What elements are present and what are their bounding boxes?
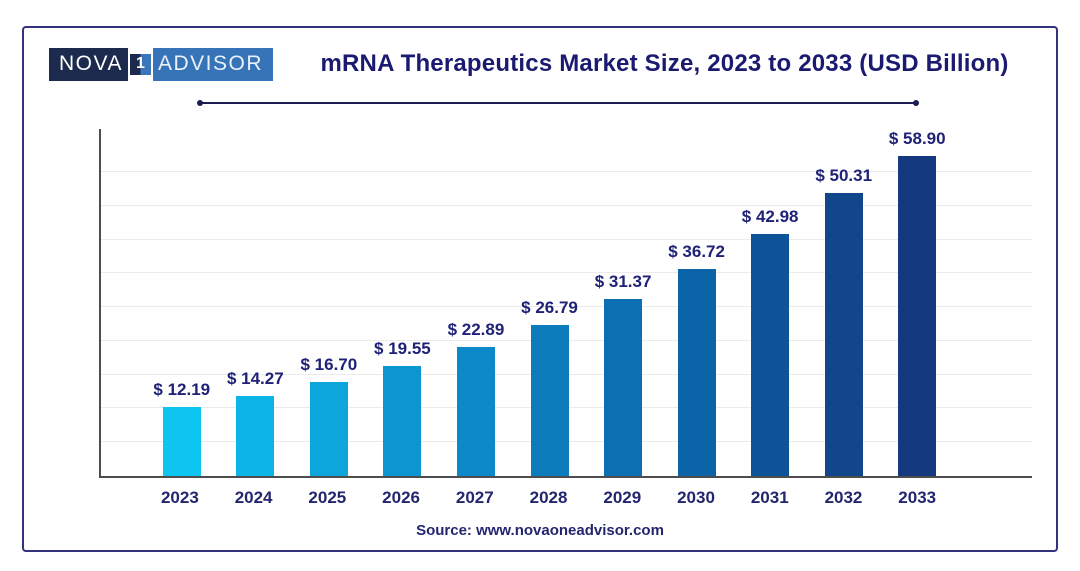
bar-value-label-2032: $ 50.31 <box>815 165 873 185</box>
bar-slot-2026: $ 19.55 <box>366 129 440 476</box>
bar-slot-2024: $ 14.27 <box>219 129 293 476</box>
bar-slot-2027: $ 22.89 <box>439 129 513 476</box>
x-axis-labels: 2023 2024 2025 2026 2027 2028 2029 2030 2031 2032… <box>99 488 1032 508</box>
bars-row: $ 12.19 $ 14.27 $ 16.70 $ 19.55 $ 22.89 $ 26.… <box>101 129 1032 476</box>
bar-value-label-2029: $ 31.37 <box>594 272 652 292</box>
bar-slot-2028: $ 26.79 <box>513 129 587 476</box>
bar-slot-2023: $ 12.19 <box>145 129 219 476</box>
x-axis-label-2028: 2028 <box>529 488 568 507</box>
bar-value-label-2023: $ 12.19 <box>153 380 211 400</box>
plot-area: $ 12.19 $ 14.27 $ 16.70 $ 19.55 $ 22.89 $ 26.… <box>99 129 1032 478</box>
bar-value-label-2027: $ 22.89 <box>447 320 505 340</box>
chart-header: NOVA 1 ADVISOR mRNA Therapeutics Market … <box>24 28 1056 100</box>
x-axis-label-2023: 2023 <box>160 488 199 507</box>
bar-2024 <box>236 395 275 476</box>
bar-2025 <box>309 382 348 476</box>
logo-text-advisor: ADVISOR <box>152 47 273 81</box>
bar-slot-2029: $ 31.37 <box>586 129 660 476</box>
gridline <box>101 272 1032 274</box>
title-underline-rule <box>197 100 919 106</box>
x-axis-label-2025: 2025 <box>308 488 347 507</box>
x-axis-label-2029: 2029 <box>603 488 642 507</box>
bar-value-label-2031: $ 42.98 <box>741 207 799 227</box>
chart-title: mRNA Therapeutics Market Size, 2023 to 2… <box>320 50 1009 77</box>
bar-slot-2033: $ 58.90 <box>880 129 954 476</box>
bar-2028 <box>530 325 569 476</box>
bar-value-label-2033: $ 58.90 <box>888 129 946 148</box>
bar-2026 <box>383 365 422 476</box>
bar-2029 <box>604 299 643 476</box>
x-axis-label-2026: 2026 <box>382 488 420 507</box>
bar-value-label-2026: $ 19.55 <box>374 338 431 358</box>
bar-2033 <box>898 156 937 476</box>
x-axis-label-2033: 2033 <box>898 488 937 507</box>
chart-card: NOVA 1 ADVISOR mRNA Therapeutics Market … <box>22 26 1058 552</box>
bar-slot-2032: $ 50.31 <box>807 129 881 476</box>
gridline <box>101 171 1032 173</box>
source-text: Source: www.novaoneadvisor.com <box>416 522 664 539</box>
bar-value-label-2028: $ 26.79 <box>521 298 578 318</box>
gridline <box>101 204 1032 206</box>
x-axis-label-2032: 2032 <box>824 488 863 507</box>
gridline <box>101 238 1032 240</box>
bar-value-label-2025: $ 16.70 <box>300 355 358 374</box>
bar-2023 <box>162 407 201 476</box>
bar-2027 <box>456 347 495 476</box>
nova-one-advisor-logo: NOVA 1 ADVISOR <box>49 47 273 81</box>
title-container: mRNA Therapeutics Market Size, 2023 to 2… <box>273 50 1056 78</box>
bar-2030 <box>677 269 716 476</box>
bar-slot-2025: $ 16.70 <box>292 129 366 476</box>
x-axis-label-2031: 2031 <box>750 488 789 507</box>
bar-slot-2031: $ 42.98 <box>733 129 807 476</box>
x-axis-label-2027: 2027 <box>455 488 494 507</box>
x-axis-label-2030: 2030 <box>677 488 715 507</box>
bar-value-label-2024: $ 14.27 <box>226 368 284 388</box>
logo-text-nova: NOVA <box>49 47 128 81</box>
logo-one-box: 1 <box>127 51 153 77</box>
bar-2031 <box>751 234 790 476</box>
bar-value-label-2030: $ 36.72 <box>668 242 725 262</box>
gridline <box>101 306 1032 308</box>
bar-2032 <box>824 192 863 476</box>
x-axis-label-2024: 2024 <box>234 488 273 507</box>
bar-slot-2030: $ 36.72 <box>660 129 734 476</box>
